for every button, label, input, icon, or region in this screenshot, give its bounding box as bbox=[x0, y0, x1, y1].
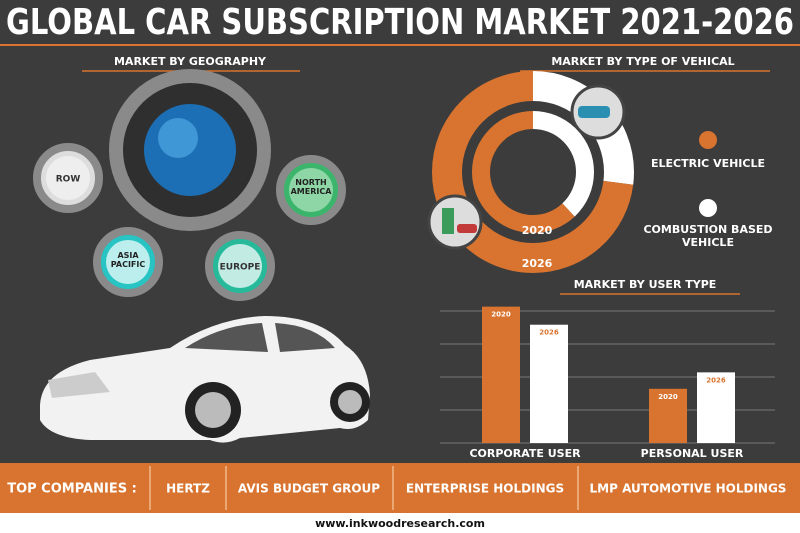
company: ENTERPRISE HOLDINGS bbox=[406, 482, 564, 496]
globe-shine bbox=[158, 118, 198, 158]
footer-band bbox=[0, 513, 800, 533]
bar-label: 2026 bbox=[539, 329, 559, 337]
donut-segment bbox=[472, 111, 594, 233]
bar bbox=[697, 372, 735, 443]
company: HERTZ bbox=[166, 482, 210, 496]
region-row: ROW bbox=[33, 143, 103, 213]
fuel-icon bbox=[427, 194, 483, 250]
legend-swatch bbox=[699, 131, 717, 149]
legend-label: ELECTRIC VEHICLE bbox=[651, 157, 765, 170]
ring-label: 2026 bbox=[522, 257, 553, 270]
page-title: GLOBAL CAR SUBSCRIPTION MARKET 2021-2026 bbox=[6, 2, 794, 43]
fuel-icon-pump bbox=[442, 208, 454, 234]
region-europe: EUROPE bbox=[205, 231, 275, 301]
region-label: EUROPE bbox=[220, 263, 261, 273]
region-label: ASIA PACIFIC bbox=[110, 251, 146, 270]
car-illustration bbox=[40, 316, 370, 443]
region-face bbox=[289, 168, 333, 212]
legend-label: COMBUSTION BASED VEHICLE bbox=[643, 223, 773, 249]
fuel-icon-car bbox=[457, 224, 477, 233]
x-tick-label: PERSONAL USER bbox=[641, 447, 744, 460]
website: www.inkwoodresearch.com bbox=[315, 517, 485, 530]
region-face bbox=[106, 240, 150, 284]
company: LMP AUTOMOTIVE HOLDINGS bbox=[590, 482, 787, 496]
company: AVIS BUDGET GROUP bbox=[238, 482, 380, 496]
section-heading: MARKET BY TYPE OF VEHICAL bbox=[551, 55, 734, 68]
bar-label: 2026 bbox=[706, 376, 726, 384]
bar-label: 2020 bbox=[491, 311, 511, 319]
bar bbox=[482, 306, 520, 443]
donut-segment bbox=[432, 71, 634, 273]
bar-chart: CORPORATE USER 2020 2026 PERSONAL USER 2020 2… bbox=[469, 306, 744, 460]
companies-label: TOP COMPANIES : bbox=[7, 482, 137, 497]
donut-chart: 2020 2026 bbox=[432, 71, 634, 273]
bar bbox=[649, 388, 687, 443]
x-tick-label: CORPORATE USER bbox=[469, 447, 581, 460]
ev-icon-car bbox=[578, 106, 610, 118]
ring-label: 2020 bbox=[522, 224, 553, 237]
legend-swatch bbox=[699, 199, 717, 217]
region-label: ROW bbox=[56, 175, 81, 185]
section-heading: MARKET BY GEOGRAPHY bbox=[114, 55, 267, 68]
region-face bbox=[46, 156, 90, 200]
region-face bbox=[218, 244, 262, 288]
section-heading: MARKET BY USER TYPE bbox=[574, 278, 717, 291]
companies-band bbox=[0, 463, 800, 513]
region-asia-pacific bbox=[93, 227, 163, 297]
region-north-america bbox=[276, 155, 346, 225]
bar-label: 2020 bbox=[658, 393, 678, 401]
region-label: NORTH AMERICA bbox=[290, 178, 332, 197]
bar bbox=[530, 324, 568, 443]
